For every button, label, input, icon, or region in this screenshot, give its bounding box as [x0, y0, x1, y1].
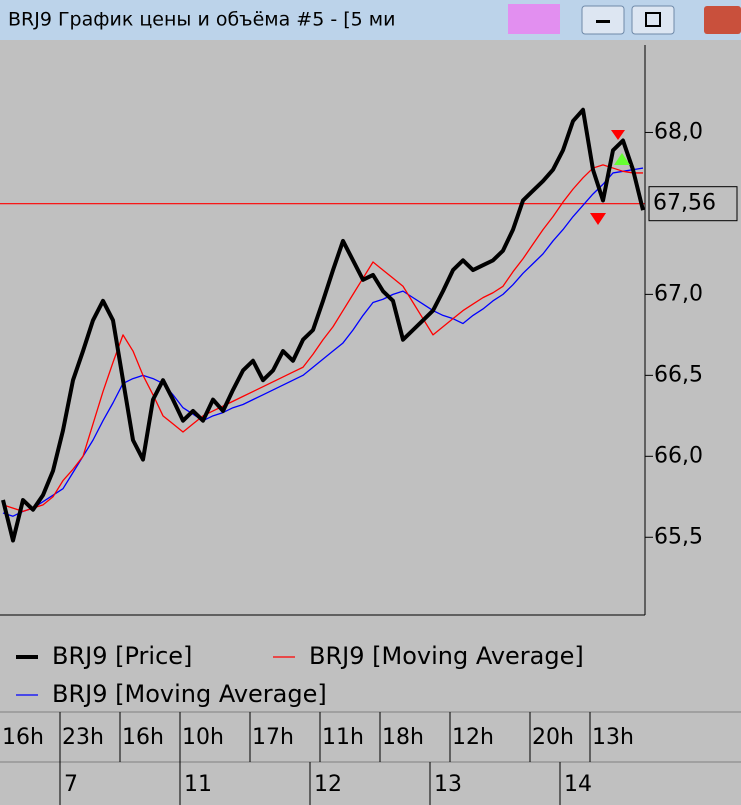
y-tick-label: 66,5 [654, 362, 703, 387]
day-label: 11 [184, 772, 212, 797]
x-tick-label: 17h [252, 725, 294, 750]
legend: BRJ9 [Price] BRJ9 [Moving Average] BRJ9 [M… [16, 642, 584, 708]
sell-signal [611, 130, 625, 140]
legend-label: BRJ9 [Moving Average] [52, 680, 327, 708]
y-tick-label: 68,0 [654, 119, 703, 144]
legend-label: BRJ9 [Price] [52, 642, 192, 670]
plot-background [0, 45, 645, 615]
day-label: 7 [64, 772, 78, 797]
y-tick-label: 65,5 [654, 524, 703, 549]
x-tick-label: 13h [592, 725, 634, 750]
x-tick-label: 16h [2, 725, 44, 750]
y-tick-label: 66,0 [654, 443, 703, 468]
series-line [2, 167, 644, 517]
x-tick-label: 12h [452, 725, 494, 750]
series-line [2, 164, 643, 513]
price-level-box [648, 186, 738, 222]
x-tick-label: 18h [382, 725, 424, 750]
day-label: 14 [564, 772, 592, 797]
y-tick-label: 67,0 [654, 281, 703, 306]
plot-area [0, 107, 645, 543]
legend-label: BRJ9 [Moving Average] [309, 642, 584, 670]
window-title: BRJ9 График цены и объёма #5 - [5 ми [8, 9, 395, 31]
time-axis: 16h 23h 16h 10h 17h 11h 18h 12h 20h 13h 7 11 12 13 14 [2, 712, 634, 805]
x-tick-label: 10h [182, 725, 224, 750]
maximize-button[interactable] [631, 5, 675, 35]
day-label: 12 [314, 772, 342, 797]
day-label: 13 [434, 772, 462, 797]
x-tick-label: 16h [122, 725, 164, 750]
maximize-icon [645, 12, 661, 27]
x-tick-label: 23h [62, 725, 104, 750]
price-level-label: 67,56 [653, 191, 716, 216]
close-button[interactable] [704, 6, 741, 34]
frame [0, 40, 741, 45]
sell-signal [590, 213, 606, 225]
minimize-icon [596, 20, 610, 23]
buy-signal [614, 153, 630, 165]
series-line [1, 107, 645, 543]
x-tick-label: 20h [532, 725, 574, 750]
x-tick-label: 11h [322, 725, 364, 750]
link-button[interactable] [508, 4, 560, 34]
